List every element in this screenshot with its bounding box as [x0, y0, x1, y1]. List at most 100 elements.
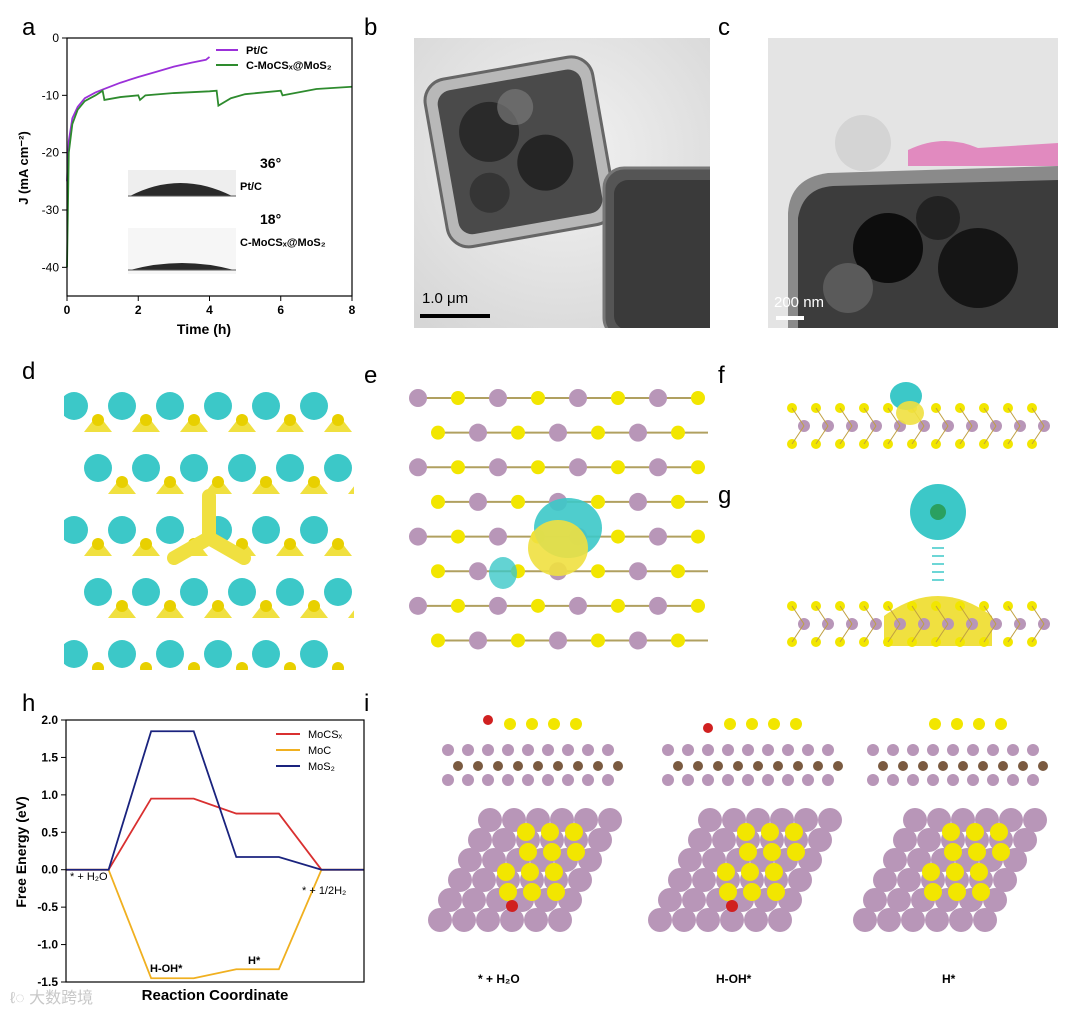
structures-i: [428, 715, 1048, 932]
mo-atom: [782, 774, 794, 786]
y-tick-label: 1.5: [41, 750, 58, 764]
mo-atom: [469, 631, 487, 650]
s-atom: [691, 460, 705, 475]
mo-atom: [742, 774, 754, 786]
s-atom: [907, 637, 917, 647]
mo-atom-top: [524, 908, 548, 932]
y-tick-label: 0.0: [41, 863, 58, 877]
cyan-lobe: [64, 516, 88, 544]
s-atom-top: [948, 883, 966, 901]
energy-line-1: [66, 868, 364, 980]
inset-label-moc-mos2: C-MoCSₓ@MoS₂: [240, 237, 326, 249]
y-tick-label: 0: [52, 31, 59, 45]
s-atom: [611, 391, 625, 405]
chart-a-legend: Pt/C C-MoCSₓ@MoS₂: [216, 45, 332, 72]
legend-label-moc-mos2: C-MoCSₓ@MoS₂: [246, 60, 332, 72]
s-atom: [591, 494, 605, 509]
mo-atom-top: [720, 908, 744, 932]
mo-atom-top: [568, 868, 592, 892]
mo-atom: [967, 744, 979, 756]
tem-image-b: 1.0 μm: [414, 38, 710, 328]
mo-atom: [662, 774, 674, 786]
mo-atom-top: [448, 868, 472, 892]
y-tick-label: 1.0: [41, 788, 58, 802]
y-tick-label: -40: [42, 260, 60, 274]
s-atom-top: [968, 843, 986, 861]
s-atom-top: [521, 863, 539, 881]
mo-atom-top: [696, 908, 720, 932]
c-atom: [553, 761, 563, 771]
caption-i-3: H*: [942, 972, 956, 986]
mo-atom-top: [472, 868, 496, 892]
mo-atom: [722, 744, 734, 756]
cyan-lobe: [64, 640, 88, 668]
cyan-lobe: [84, 454, 112, 482]
s-atom: [691, 529, 705, 544]
s-atom: [451, 529, 465, 544]
s-atom: [570, 718, 582, 730]
s-atom-top: [761, 823, 779, 841]
y-tick-label: 2.0: [41, 713, 58, 727]
cyan-lobe: [108, 640, 136, 668]
s-atom: [591, 564, 605, 579]
cyan-lobe: [300, 640, 328, 668]
s-atom: [691, 391, 705, 405]
mo-atom-top: [897, 868, 921, 892]
mo-atom-top: [492, 828, 516, 852]
mo-atom-top: [548, 908, 572, 932]
cyan-lobe: [84, 578, 112, 606]
side-view-g: [787, 484, 1050, 647]
s-atom-top: [944, 843, 962, 861]
o-atom-top: [726, 900, 738, 912]
annotation-end: * + 1/2H₂: [302, 885, 346, 897]
mo-atom: [762, 744, 774, 756]
s-atom-top: [499, 883, 517, 901]
c-atom: [878, 761, 888, 771]
mo-atom-top: [500, 908, 524, 932]
mo-atom: [602, 774, 614, 786]
panel-label-e: e: [364, 362, 378, 389]
caption-i-1: * + H₂O: [478, 972, 520, 986]
mo-atom: [867, 744, 879, 756]
scale-bar-label-c: 200 nm: [774, 294, 825, 311]
mo-atom: [662, 744, 674, 756]
mo-atom-top: [682, 888, 706, 912]
s-atom: [431, 425, 445, 440]
s-atom: [611, 598, 625, 613]
s-atom: [995, 718, 1007, 730]
s-atom-top: [946, 863, 964, 881]
mo-atom-top: [883, 848, 907, 872]
mo-atom: [489, 596, 507, 615]
mo-atom: [409, 527, 427, 546]
s-atom: [724, 718, 736, 730]
panel-label-g: g: [718, 482, 732, 509]
mo-atom: [907, 744, 919, 756]
mo-atom: [409, 389, 427, 407]
cyan-lobe: [252, 516, 280, 544]
cyan-lobe: [132, 454, 160, 482]
charge-density-e: [409, 389, 708, 650]
mo-atom-top: [818, 808, 842, 832]
mo-atom-top: [468, 828, 492, 852]
s-atom: [531, 598, 545, 613]
c-atom: [713, 761, 723, 771]
y-tick-label: -1.0: [37, 938, 58, 952]
mo-atom: [482, 774, 494, 786]
chart-h-legend: MoCSₓ MoC MoS₂: [276, 729, 343, 773]
s-atom: [591, 425, 605, 440]
mo-atom: [702, 744, 714, 756]
s-atom-top: [541, 823, 559, 841]
c-atom: [573, 761, 583, 771]
s-atom: [511, 633, 525, 648]
mo-atom: [1027, 744, 1039, 756]
o-atom-top: [506, 900, 518, 912]
chart-a: 0 2 4 6 80-10-20-30-40 Time (h) J (mA cm⁻²) …: [16, 31, 356, 337]
s-atom: [531, 460, 545, 475]
x-tick-label: 2: [135, 303, 142, 317]
annotation-h-oh: H-OH*: [150, 963, 183, 975]
c-atom: [938, 761, 948, 771]
legend-label-pt-c: Pt/C: [246, 45, 268, 57]
s-atom: [548, 718, 560, 730]
y-tick-label: 0.5: [41, 825, 58, 839]
s-atom: [929, 718, 941, 730]
